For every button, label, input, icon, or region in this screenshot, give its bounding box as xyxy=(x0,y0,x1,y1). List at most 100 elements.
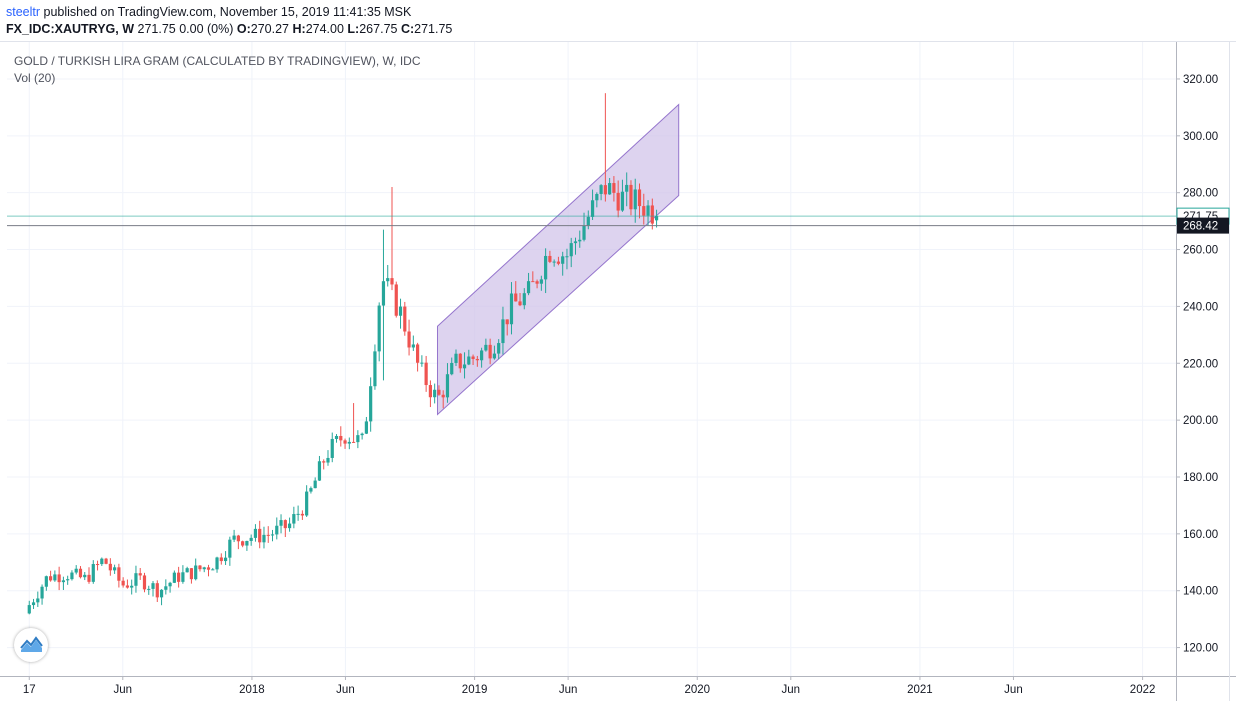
candle xyxy=(155,580,159,602)
candle-body xyxy=(369,386,373,422)
candle xyxy=(91,560,95,584)
candle xyxy=(185,566,189,573)
x-tick-label: 2019 xyxy=(462,684,488,696)
candle xyxy=(151,581,155,597)
candle-body xyxy=(625,184,629,192)
candle xyxy=(650,198,654,230)
x-tick-label: 17 xyxy=(23,684,36,696)
candle xyxy=(87,567,91,584)
volume-indicator-label[interactable]: Vol (20) xyxy=(14,71,56,85)
candle xyxy=(539,275,543,291)
candle-body xyxy=(108,563,112,571)
candle xyxy=(646,200,650,226)
candle-body xyxy=(177,572,181,582)
candle-body xyxy=(578,239,582,242)
candle xyxy=(322,459,326,470)
candle-body xyxy=(206,567,211,570)
y-tick-label: 260.00 xyxy=(1183,245,1218,257)
candle xyxy=(480,347,484,368)
x-tick-label: Jun xyxy=(336,684,355,696)
candle-body xyxy=(620,191,625,211)
candle-body xyxy=(164,586,168,590)
candle xyxy=(514,281,518,302)
candle xyxy=(317,455,322,481)
candle xyxy=(637,183,642,219)
y-tick-label: 300.00 xyxy=(1183,131,1218,143)
candle-body xyxy=(155,583,159,598)
candle xyxy=(326,450,330,466)
candle-body xyxy=(49,576,53,581)
candle xyxy=(36,591,40,607)
candle-body xyxy=(437,389,441,395)
candle xyxy=(501,306,505,355)
candle-body xyxy=(270,534,275,536)
candle-body xyxy=(78,568,83,578)
candle xyxy=(198,565,202,572)
candle xyxy=(113,564,117,574)
candle xyxy=(433,383,437,404)
x-tick-label: 2021 xyxy=(907,684,933,696)
candle xyxy=(177,566,181,588)
candle xyxy=(411,335,415,351)
candle-body xyxy=(424,362,428,386)
candle-body xyxy=(292,514,296,524)
candle-body xyxy=(539,279,543,284)
candle xyxy=(130,579,134,595)
candle-body xyxy=(258,528,262,543)
candle-body xyxy=(522,293,526,306)
candle-body xyxy=(31,602,36,606)
candle xyxy=(172,570,176,584)
candle-body xyxy=(492,353,497,359)
candle xyxy=(415,342,420,372)
candle xyxy=(394,281,398,318)
x-tick-label: 2020 xyxy=(684,684,710,696)
candle xyxy=(347,437,351,450)
candle xyxy=(219,553,223,565)
candle-body xyxy=(202,567,206,570)
candle-body xyxy=(450,362,454,375)
candle xyxy=(595,192,599,208)
candle xyxy=(270,529,275,542)
candle xyxy=(249,534,253,546)
candle xyxy=(569,237,573,268)
candle-body xyxy=(40,586,44,599)
candle-body xyxy=(53,574,57,581)
x-tick-label: Jun xyxy=(114,684,133,696)
candle-body xyxy=(484,344,488,351)
candle-body xyxy=(356,435,360,443)
candle xyxy=(275,517,279,540)
candle xyxy=(633,178,637,223)
candle-body xyxy=(326,457,330,463)
candle xyxy=(620,179,625,212)
candle-body xyxy=(475,358,479,361)
candle xyxy=(364,416,368,435)
candle-body xyxy=(236,535,240,542)
tradingview-logo-icon[interactable] xyxy=(14,628,48,662)
candle xyxy=(552,259,556,267)
candle-body xyxy=(531,281,535,283)
candle xyxy=(462,352,467,379)
candle xyxy=(228,536,232,566)
candle xyxy=(369,377,373,432)
author-link[interactable]: steeltr xyxy=(6,5,41,19)
candle xyxy=(398,298,403,329)
candle-body xyxy=(471,356,475,359)
candle-body xyxy=(629,184,633,210)
candle-body xyxy=(317,461,322,481)
candle-body xyxy=(480,350,484,361)
candle xyxy=(535,279,539,289)
y-tick-label: 200.00 xyxy=(1183,415,1218,427)
candle-body xyxy=(390,278,394,285)
candle-body xyxy=(488,344,492,359)
candle xyxy=(334,434,339,443)
candle xyxy=(262,526,266,549)
y-tick-label: 240.00 xyxy=(1183,301,1218,313)
x-tick-label: Jun xyxy=(782,684,801,696)
candle-body xyxy=(322,461,326,463)
candle xyxy=(300,510,304,520)
candle xyxy=(573,237,578,255)
x-tick-label: 2022 xyxy=(1130,684,1156,696)
candle xyxy=(104,557,108,565)
candle-body xyxy=(189,568,194,580)
